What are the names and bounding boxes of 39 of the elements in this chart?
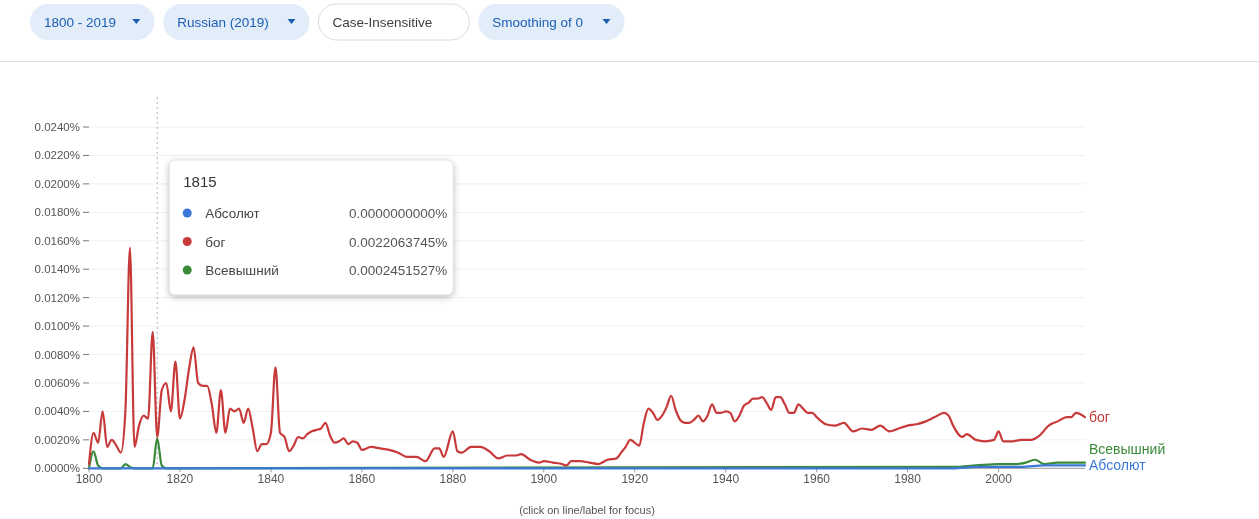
x-tick-label: 1820	[166, 472, 194, 487]
legend-label: Всевышний	[205, 263, 279, 278]
y-tick-label: 0.0080%	[34, 348, 80, 361]
x-tick-label: 2000	[985, 472, 1013, 487]
y-tick-label: 0.0060%	[34, 376, 80, 389]
text: Всевышний	[1089, 441, 1166, 458]
x-tick-label: 1840	[257, 472, 285, 487]
y-tick-label: 0.0160%	[34, 234, 80, 247]
x-tick-label: 1960	[803, 472, 831, 487]
x-tick-label: 1880	[439, 472, 467, 487]
y-tick-label: 0.0020%	[34, 433, 80, 446]
text: Абсолют	[1089, 457, 1146, 474]
legend-label: Абсолют	[205, 206, 260, 221]
x-tick-label: 1800	[75, 472, 103, 487]
legend-label: бог	[205, 234, 226, 250]
y-tick-label: 0.0220%	[34, 149, 80, 162]
x-tick-label: 1980	[894, 472, 922, 487]
text: (click on line/label for focus)	[519, 504, 655, 516]
dropdown-chip: Russian (2019)	[163, 4, 310, 40]
dropdown-chip: Case-Insensitive	[318, 3, 470, 41]
y-tick-label: 0.0040%	[34, 405, 80, 418]
annotation: 0.0000000000%	[348, 206, 448, 221]
y-tick-label: 0.0200%	[34, 177, 80, 190]
y-tick-label: 0.0120%	[34, 291, 80, 304]
annotation: 1815	[183, 173, 217, 190]
x-tick-label: 1920	[621, 472, 649, 487]
dropdown-chip: Smoothing of 0	[478, 4, 625, 40]
dropdown-chip: 1800 - 2019	[30, 4, 155, 40]
y-tick-label: 0.0180%	[34, 206, 80, 219]
x-tick-label: 1940	[712, 472, 740, 487]
y-tick-label: 0.0000%	[34, 462, 80, 475]
annotation: 0.0002451527%	[348, 263, 448, 278]
x-tick-label: 1860	[348, 472, 376, 487]
x-tick-label: 1900	[530, 472, 558, 487]
y-tick-label: 0.0240%	[34, 121, 80, 133]
y-tick-label: 0.0100%	[34, 320, 80, 333]
text: бог	[1089, 409, 1110, 426]
y-tick-label: 0.0140%	[34, 263, 80, 276]
annotation: 0.0022063745%	[348, 234, 448, 250]
